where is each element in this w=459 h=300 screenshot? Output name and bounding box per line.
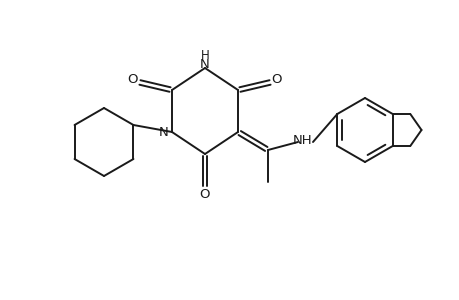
Text: N: N [159, 125, 168, 139]
Text: O: O [271, 73, 282, 85]
Text: O: O [128, 73, 138, 85]
Text: N: N [200, 58, 209, 70]
Text: H: H [200, 49, 209, 62]
Text: O: O [199, 188, 210, 200]
Text: NH: NH [292, 134, 312, 146]
